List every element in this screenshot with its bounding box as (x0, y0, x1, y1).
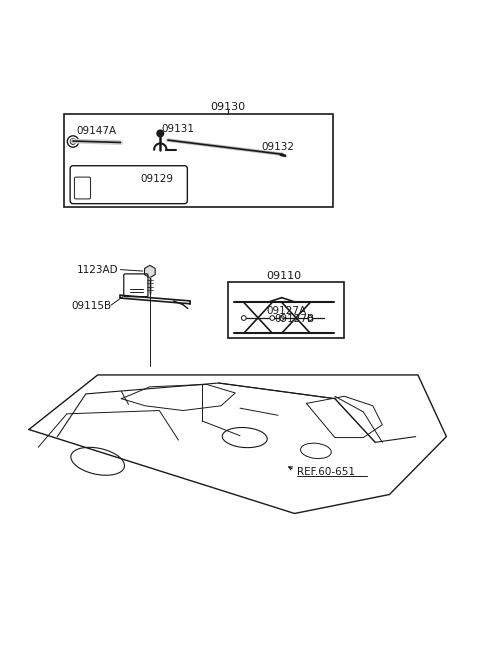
Text: 09115B: 09115B (72, 301, 112, 311)
Text: 09132: 09132 (261, 142, 294, 152)
Circle shape (241, 316, 246, 320)
Text: 1123AD: 1123AD (76, 265, 118, 274)
Circle shape (308, 316, 312, 320)
Text: 09130: 09130 (211, 102, 246, 112)
Circle shape (157, 130, 164, 137)
Bar (228, 282, 344, 338)
Text: 09110: 09110 (266, 271, 301, 281)
Text: REF.60-651: REF.60-651 (297, 467, 355, 477)
Text: 09127B: 09127B (275, 314, 315, 324)
Circle shape (270, 316, 275, 320)
Bar (64, 114, 333, 206)
Text: 09147A: 09147A (76, 126, 117, 136)
Circle shape (279, 316, 284, 320)
Text: 09127A: 09127A (266, 306, 306, 316)
Text: 09129: 09129 (140, 174, 173, 185)
Text: 09131: 09131 (162, 124, 195, 134)
